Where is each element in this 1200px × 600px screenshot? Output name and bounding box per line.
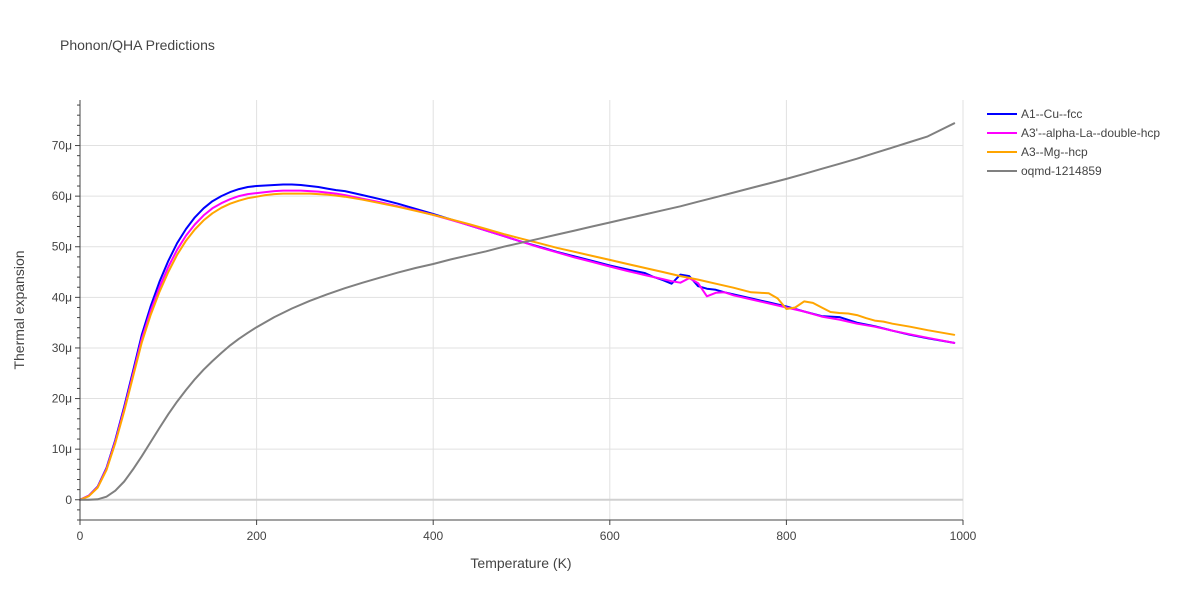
legend-item[interactable]: oqmd-1214859 bbox=[987, 164, 1102, 178]
x-tick-label: 200 bbox=[247, 529, 267, 543]
legend-item[interactable]: A3--Mg--hcp bbox=[987, 145, 1088, 159]
y-tick-label: 50μ bbox=[52, 240, 72, 254]
series-line-3 bbox=[79, 192, 956, 501]
axes-layer bbox=[79, 100, 963, 521]
y-tick-label: 60μ bbox=[52, 189, 72, 203]
x-tick-label: 800 bbox=[776, 529, 796, 543]
y-axis-title: Thermal expansion bbox=[11, 250, 27, 369]
legend-label: A3--Mg--hcp bbox=[1021, 145, 1088, 159]
y-axis-ticks: 0 10μ 20μ 30μ 40μ 50μ 60μ 70μ bbox=[52, 104, 80, 521]
grid-layer bbox=[80, 100, 964, 520]
legend-item[interactable]: A3'--alpha-La--double-hcp bbox=[987, 126, 1160, 140]
chart-title: Phonon/QHA Predictions bbox=[60, 37, 215, 53]
x-tick-label: 1000 bbox=[950, 529, 977, 543]
x-axis-title: Temperature (K) bbox=[470, 555, 571, 571]
y-tick-label: 40μ bbox=[52, 290, 72, 304]
series-layer bbox=[79, 122, 956, 501]
legend-item[interactable]: A1--Cu--fcc bbox=[987, 107, 1082, 121]
x-axis-ticks: 0 200 400 600 800 1000 bbox=[77, 520, 977, 543]
legend: A1--Cu--fcc A3'--alpha-La--double-hcp A3--… bbox=[987, 107, 1160, 178]
legend-label: oqmd-1214859 bbox=[1021, 164, 1102, 178]
series-line-4 bbox=[79, 122, 956, 501]
x-tick-label: 400 bbox=[423, 529, 443, 543]
x-tick-label: 0 bbox=[77, 529, 84, 543]
y-tick-label: 10μ bbox=[52, 442, 72, 456]
y-tick-label: 70μ bbox=[52, 139, 72, 153]
legend-label: A3'--alpha-La--double-hcp bbox=[1021, 126, 1160, 140]
legend-label: A1--Cu--fcc bbox=[1021, 107, 1082, 121]
y-tick-label: 0 bbox=[65, 493, 72, 507]
y-tick-label: 20μ bbox=[52, 392, 72, 406]
x-tick-label: 600 bbox=[600, 529, 620, 543]
y-tick-label: 30μ bbox=[52, 341, 72, 355]
